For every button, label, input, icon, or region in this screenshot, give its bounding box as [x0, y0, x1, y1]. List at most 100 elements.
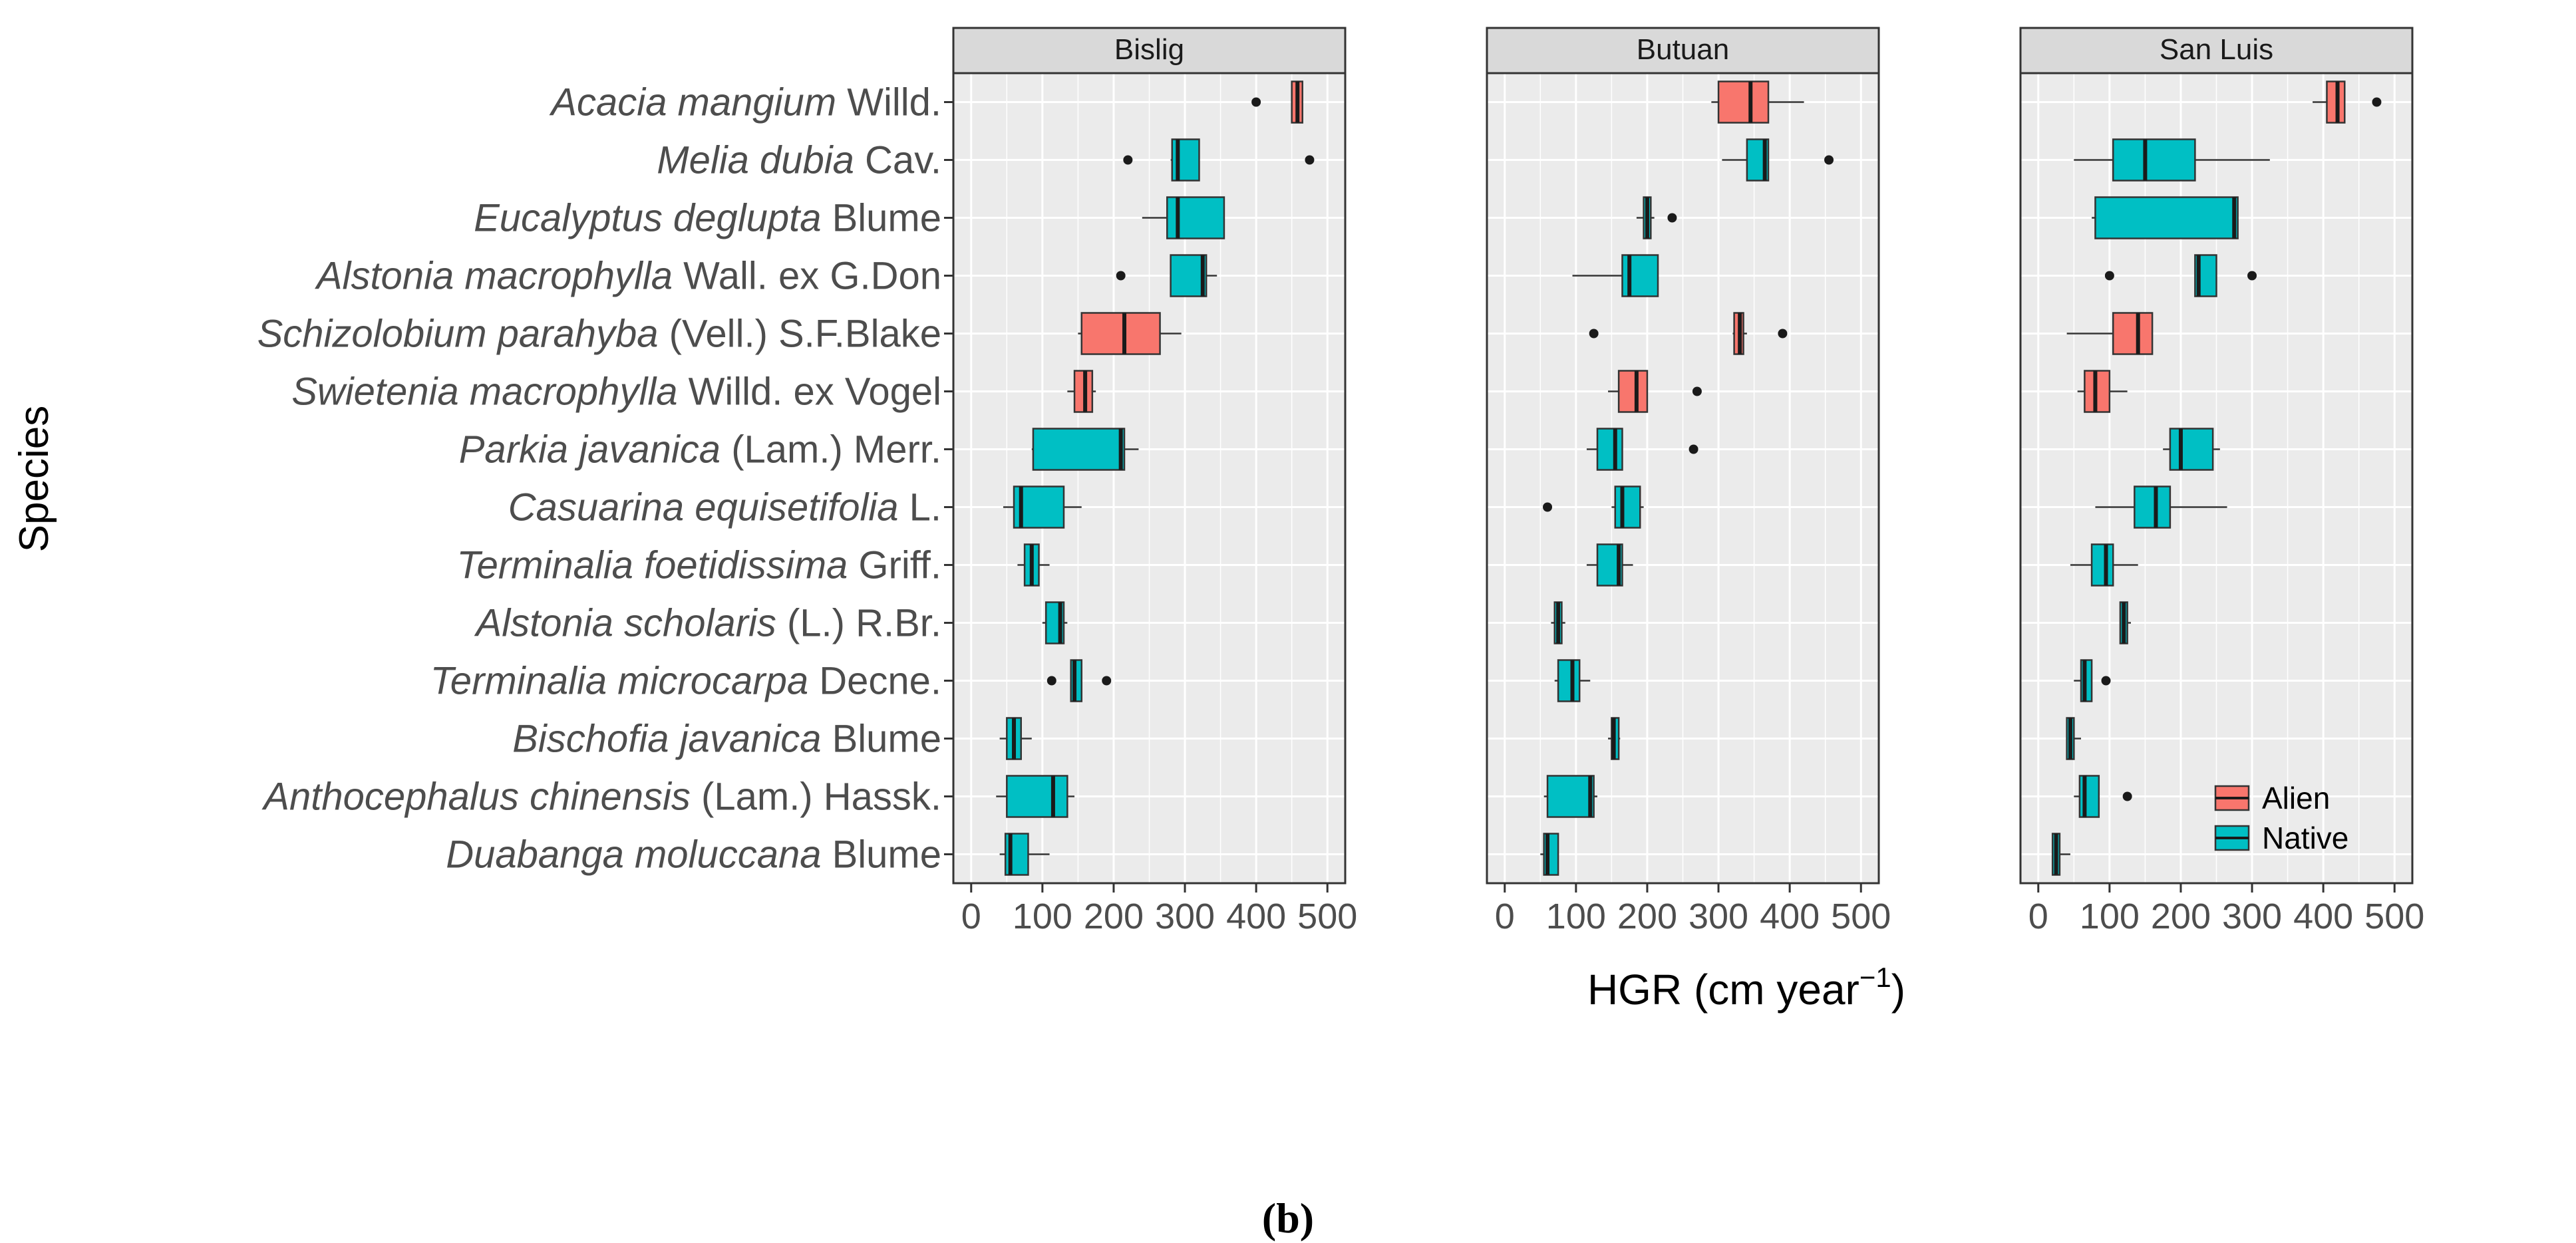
- x-tick-label: 500: [1297, 897, 1357, 936]
- species-author: Blume: [832, 197, 941, 240]
- x-tick-label: 500: [2364, 897, 2424, 936]
- box-san-luis-6: [2163, 428, 2220, 471]
- outlier-point: [1123, 155, 1133, 165]
- x-tick-label: 300: [1689, 897, 1748, 936]
- y-axis-title: Species: [11, 406, 57, 553]
- species-name: Eucalyptus deglupta: [474, 197, 832, 240]
- outlier-point: [1116, 271, 1126, 281]
- y-tick-label: Bischofia javanica Blume: [512, 718, 941, 761]
- y-tick-label: Casuarina equisetifolia L.: [508, 486, 941, 529]
- box-san-luis-5: [2077, 370, 2128, 413]
- figure-caption: (b): [1261, 1194, 1315, 1242]
- species-name: Swietenia macrophylla: [291, 370, 688, 414]
- species-name: Melia dubia: [657, 139, 865, 182]
- species-name: Acacia mangium: [549, 81, 847, 124]
- box-iqr: [1170, 254, 1208, 297]
- box-bislig-1: [1123, 138, 1315, 182]
- species-author: (Vell.) S.F.Blake: [669, 313, 941, 356]
- outlier-point: [2247, 271, 2257, 281]
- x-axis-title-superscript: −1: [1859, 962, 1891, 993]
- box-san-luis-12: [2074, 775, 2132, 818]
- x-tick-label: 300: [2222, 897, 2282, 936]
- x-tick-label: 100: [1546, 897, 1606, 936]
- box-butuan-12: [1543, 775, 1597, 818]
- legend-label: Alien: [2262, 781, 2330, 815]
- x-axis-title-close: ): [1891, 966, 1905, 1014]
- x-axis-title-main: HGR (cm year: [1587, 966, 1859, 1014]
- box-iqr: [2094, 196, 2239, 239]
- y-tick-label: Swietenia macrophylla Willd. ex Vogel: [291, 370, 941, 414]
- y-tick-label: Terminalia microcarpa Decne.: [430, 660, 941, 703]
- box-butuan-0: [1711, 80, 1804, 124]
- outlier-point: [1667, 213, 1677, 223]
- box-iqr: [1166, 196, 1225, 239]
- outlier-point: [2104, 271, 2114, 281]
- species-author: Blume: [832, 833, 941, 877]
- outlier-point: [1046, 676, 1056, 686]
- box-san-luis-11: [2066, 717, 2082, 760]
- x-axis-title: HGR (cm year−1): [1587, 962, 1905, 1014]
- panel-border-0: [952, 72, 1347, 885]
- x-tick-label: 400: [1760, 897, 1820, 936]
- box-butuan-9: [1551, 601, 1565, 644]
- legend-item-alien: Alien: [2214, 781, 2330, 815]
- box-iqr: [1080, 312, 1161, 355]
- box-bislig-13: [999, 833, 1050, 876]
- species-author: Griff.: [858, 544, 941, 587]
- legend-label: Native: [2262, 821, 2348, 855]
- box-iqr: [1557, 659, 1581, 702]
- facet-title: Bislig: [1114, 33, 1184, 66]
- species-author: (Lam.) Merr.: [731, 428, 941, 472]
- box-iqr: [1032, 428, 1126, 471]
- y-tick-label: Alstonia macrophylla Wall. ex G.Don: [315, 255, 941, 298]
- panel-border-2: [2019, 72, 2414, 885]
- box-bislig-10: [1046, 659, 1112, 702]
- species-name: Duabanga moluccana: [446, 833, 832, 877]
- species-name: Anthocephalus chinensis: [261, 775, 701, 819]
- outlier-point: [2101, 676, 2111, 686]
- box-butuan-10: [1554, 659, 1591, 702]
- y-tick-label: Anthocephalus chinensis (Lam.) Hassk.: [261, 775, 941, 819]
- box-butuan-11: [1608, 717, 1621, 760]
- outlier-point: [1543, 502, 1553, 512]
- box-iqr: [2090, 543, 2114, 587]
- box-butuan-4: [1589, 312, 1788, 355]
- species-name: Alstonia scholaris: [474, 602, 787, 645]
- species-author: (Lam.) Hassk.: [701, 775, 941, 819]
- outlier-point: [2372, 97, 2382, 107]
- x-tick-label: 200: [1084, 897, 1144, 936]
- outlier-point: [1305, 155, 1315, 165]
- outlier-point: [1692, 386, 1702, 396]
- y-tick-label: Parkia javanica (Lam.) Merr.: [459, 428, 941, 472]
- box-san-luis-10: [2074, 659, 2111, 702]
- facet-strip-2: [2019, 27, 2414, 74]
- box-bislig-0: [1251, 80, 1303, 124]
- box-san-luis-1: [2074, 138, 2270, 182]
- box-bislig-11: [999, 717, 1032, 760]
- x-tick-label: 0: [2028, 897, 2048, 936]
- species-author: Cav.: [865, 139, 941, 182]
- box-butuan-5: [1608, 370, 1702, 413]
- box-butuan-1: [1722, 138, 1834, 182]
- box-san-luis-4: [2066, 312, 2154, 355]
- outlier-point: [1251, 97, 1261, 107]
- facet-strip-1: [1486, 27, 1880, 74]
- species-author: Blume: [832, 718, 941, 761]
- x-tick-label: 100: [1013, 897, 1072, 936]
- box-san-luis-2: [2092, 196, 2239, 239]
- x-tick-label: 0: [1495, 897, 1515, 936]
- y-tick-label: Schizolobium parahyba (Vell.) S.F.Blake: [257, 313, 941, 356]
- box-iqr: [1006, 775, 1068, 818]
- box-bislig-5: [1067, 370, 1096, 413]
- outlier-point: [1689, 444, 1698, 454]
- outlier-point: [1102, 676, 1112, 686]
- box-iqr: [2169, 428, 2214, 471]
- box-bislig-3: [1116, 254, 1217, 297]
- outlier-point: [1778, 329, 1788, 339]
- box-bislig-7: [1003, 485, 1082, 529]
- species-author: (L.) R.Br.: [787, 602, 941, 645]
- outlier-point: [1589, 329, 1599, 339]
- box-bislig-12: [996, 775, 1075, 818]
- outlier-point: [2122, 791, 2132, 801]
